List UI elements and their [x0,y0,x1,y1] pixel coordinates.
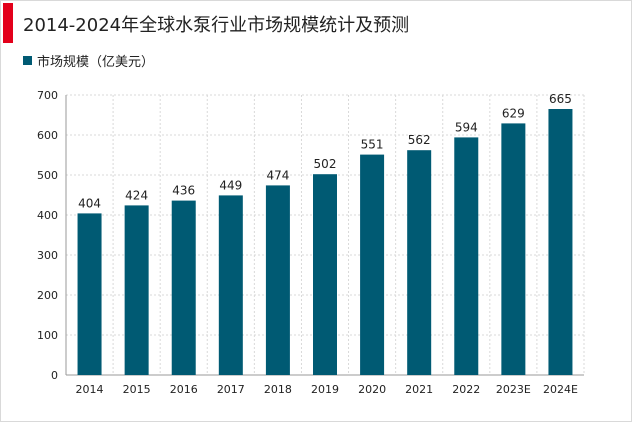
legend-label: 市场规模（亿美元） [37,55,155,70]
y-tick-label: 500 [37,169,58,182]
y-tick-label: 700 [37,89,58,102]
title-accent-bar [3,3,13,43]
bar [171,200,196,375]
data-label: 551 [361,138,384,152]
data-label: 436 [172,184,195,198]
x-tick-label: 2014 [76,383,104,396]
data-label: 594 [455,120,478,134]
data-label: 404 [78,196,101,210]
bar [265,185,290,375]
x-tick-label: 2015 [123,383,151,396]
y-tick-label: 200 [37,289,58,302]
y-tick-label: 0 [51,369,58,382]
data-label: 629 [502,106,525,120]
chart-header: 2014-2024年全球水泵行业市场规模统计及预测 [1,1,631,43]
data-label: 449 [219,178,242,192]
x-tick-label: 2020 [358,383,386,396]
x-tick-label: 2017 [217,383,245,396]
y-tick-label: 100 [37,329,58,342]
bar [501,123,526,376]
x-tick-label: 2022 [452,383,480,396]
data-label: 502 [314,157,337,171]
x-tick-label: 2024E [543,383,578,396]
y-tick-label: 300 [37,249,58,262]
x-tick-label: 2016 [170,383,198,396]
bar [313,174,337,375]
bar [77,213,102,375]
legend-swatch [23,56,32,65]
data-label: 665 [549,92,572,106]
y-tick-label: 400 [37,209,58,222]
bar [548,109,573,375]
x-tick-label: 2021 [405,383,433,396]
data-label: 474 [266,168,289,182]
y-tick-label: 600 [37,129,58,142]
bar [360,154,385,375]
bar [454,137,479,375]
x-tick-label: 2018 [264,383,292,396]
bar [218,195,243,375]
chart-title: 2014-2024年全球水泵行业市场规模统计及预测 [23,15,410,36]
x-tick-label: 2023E [496,383,531,396]
data-label: 562 [408,133,431,147]
x-tick-label: 2019 [311,383,339,396]
chart-legend: 市场规模（亿美元） [23,51,154,70]
bar [124,205,149,375]
data-label: 424 [125,188,148,202]
bar [407,150,432,375]
